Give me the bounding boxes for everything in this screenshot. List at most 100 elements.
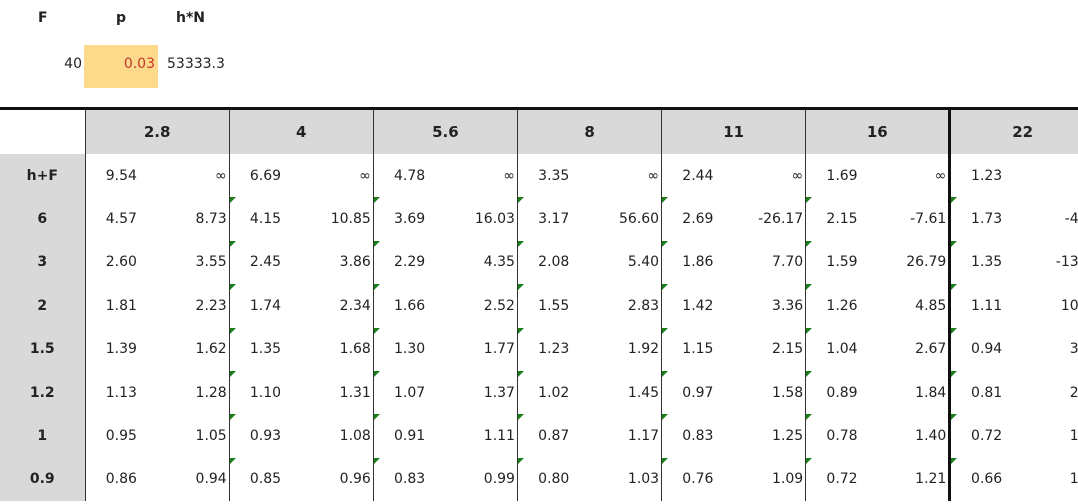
cell: 0.93 — [228, 414, 302, 458]
cell: 1.81 — [84, 284, 158, 328]
cell: 2.29 — [372, 240, 446, 285]
cell: 1.37 — [483, 384, 515, 401]
cell: 0.81 — [948, 370, 1022, 415]
column-header: 11 — [661, 107, 806, 154]
column-header: 22 — [948, 107, 1078, 154]
column-header: 5.6 — [372, 107, 518, 154]
cell: 1.11 — [948, 284, 1022, 328]
row-label: 1 — [0, 414, 86, 458]
cell: ∞ — [503, 167, 515, 184]
cell: 0.99 — [483, 471, 515, 488]
row-label: 3 — [0, 240, 86, 285]
cell: 0.80 — [516, 457, 590, 502]
cell: 0.85 — [228, 457, 302, 502]
cell: 1.55 — [516, 284, 590, 328]
cell: ∞ — [647, 167, 660, 184]
cell: 1.35 — [228, 327, 302, 371]
cell: 0.89 — [805, 370, 878, 415]
cell: 1.23 — [948, 154, 1022, 198]
cell: 0.72 — [805, 457, 878, 502]
cell: 3.35 — [516, 154, 590, 198]
cell: 1.11 — [483, 428, 515, 445]
cell: 1.73 — [948, 197, 1022, 241]
cell: 2.15 — [805, 197, 878, 241]
cell: 1.25 — [772, 428, 804, 445]
cell: 1.62 — [195, 341, 227, 358]
cell: 2.15 — [772, 341, 804, 358]
cell: 3.7 — [1069, 341, 1078, 358]
cell: 1.04 — [805, 327, 878, 371]
cell: -13.5 — [1055, 254, 1078, 271]
row: 3 2.60 3.55 2.45 3.86 2.29 4.35 2.08 5.40 1.86 7.7… — [0, 240, 1078, 285]
param-value: 0.03 — [123, 56, 155, 72]
cell: 4.15 — [228, 197, 302, 241]
param-header: p — [116, 10, 127, 26]
cell: 1.28 — [195, 384, 227, 401]
cell: 2.08 — [516, 240, 590, 285]
row-label: 6 — [0, 197, 86, 241]
cell: 3.17 — [516, 197, 590, 241]
cell: 2.60 — [84, 240, 158, 285]
cell: ∞ — [791, 167, 804, 184]
cell: 0.96 — [339, 471, 371, 488]
row-label: 1.2 — [0, 370, 86, 415]
corner-cell — [0, 107, 86, 154]
cell: 0.94 — [948, 327, 1022, 371]
cell: 2.69 — [661, 197, 734, 241]
cell: 1.31 — [339, 384, 371, 401]
cell: 1.35 — [948, 240, 1022, 285]
cell: -26.17 — [758, 211, 804, 228]
cell: 7.70 — [772, 254, 804, 271]
cell: 1.08 — [339, 428, 371, 445]
cell: 0.78 — [805, 414, 878, 458]
cell: 1.05 — [195, 428, 227, 445]
cell: 1.09 — [772, 471, 804, 488]
table: 2.8 4 5.6 8 11 16 22 h+F 9.54 ∞ 6.69 ∞ 4.78 ∞ 3.35 ∞ 2.4… — [0, 107, 1078, 502]
cell: 16.03 — [474, 211, 515, 228]
cell: 1.66 — [372, 284, 446, 328]
row-label: 2 — [0, 284, 86, 328]
cell: 3.55 — [195, 254, 227, 271]
cell: 0.76 — [661, 457, 734, 502]
row-label: 1.5 — [0, 327, 86, 371]
row: 2 1.81 2.23 1.74 2.34 1.66 2.52 1.55 2.83 1.42 3.3… — [0, 284, 1078, 328]
row: h+F9.54∞6.69∞4.78∞3.35∞2.44∞1.69∞1.23∞ — [0, 154, 1078, 198]
cell: ∞ — [359, 167, 371, 184]
cell: 1.68 — [339, 341, 371, 358]
column-header: 16 — [805, 107, 950, 154]
cell: 8.73 — [195, 211, 227, 228]
cell: -4.1 — [1064, 211, 1078, 228]
cell: 1.40 — [915, 428, 947, 445]
cell: 2.3 — [1069, 384, 1078, 401]
cell: 1.39 — [84, 327, 158, 371]
cell: 1.21 — [915, 471, 947, 488]
cell: 0.83 — [661, 414, 734, 458]
row-label: 0.9 — [0, 457, 86, 502]
cell: 26.79 — [906, 254, 947, 271]
cell: 1.59 — [805, 240, 878, 285]
cell: -7.61 — [910, 211, 947, 228]
cell: 1.30 — [372, 327, 446, 371]
cell: 4.35 — [483, 254, 515, 271]
cell: 1.6 — [1069, 428, 1078, 445]
cell: 1.13 — [84, 370, 158, 415]
param-header: F — [38, 10, 48, 26]
cell: 1.02 — [516, 370, 590, 415]
row: 0.9 0.86 0.94 0.85 0.96 0.83 0.99 0.80 1.03 0.76 1… — [0, 457, 1078, 502]
cell: 2.23 — [195, 297, 227, 314]
cell: 2.44 — [661, 154, 734, 198]
cell: 1.17 — [627, 428, 660, 445]
cell: 9.54 — [84, 154, 158, 198]
cell: 2.83 — [627, 297, 660, 314]
cell: 1.42 — [661, 284, 734, 328]
cell: 0.91 — [372, 414, 446, 458]
row: 6 4.57 8.73 4.15 10.85 3.69 16.03 3.17 56.60 2.69… — [0, 197, 1078, 241]
cell: 56.60 — [619, 211, 660, 228]
cell: 10.4 — [1060, 297, 1078, 314]
cell: 1.26 — [805, 284, 878, 328]
cell: 4.57 — [84, 197, 158, 241]
column-header: 4 — [228, 107, 374, 154]
cell: 1.77 — [483, 341, 515, 358]
row: 1.5 1.39 1.62 1.35 1.68 1.30 1.77 1.23 1.92 1.15 2… — [0, 327, 1078, 371]
column-header: 2.8 — [84, 107, 230, 154]
